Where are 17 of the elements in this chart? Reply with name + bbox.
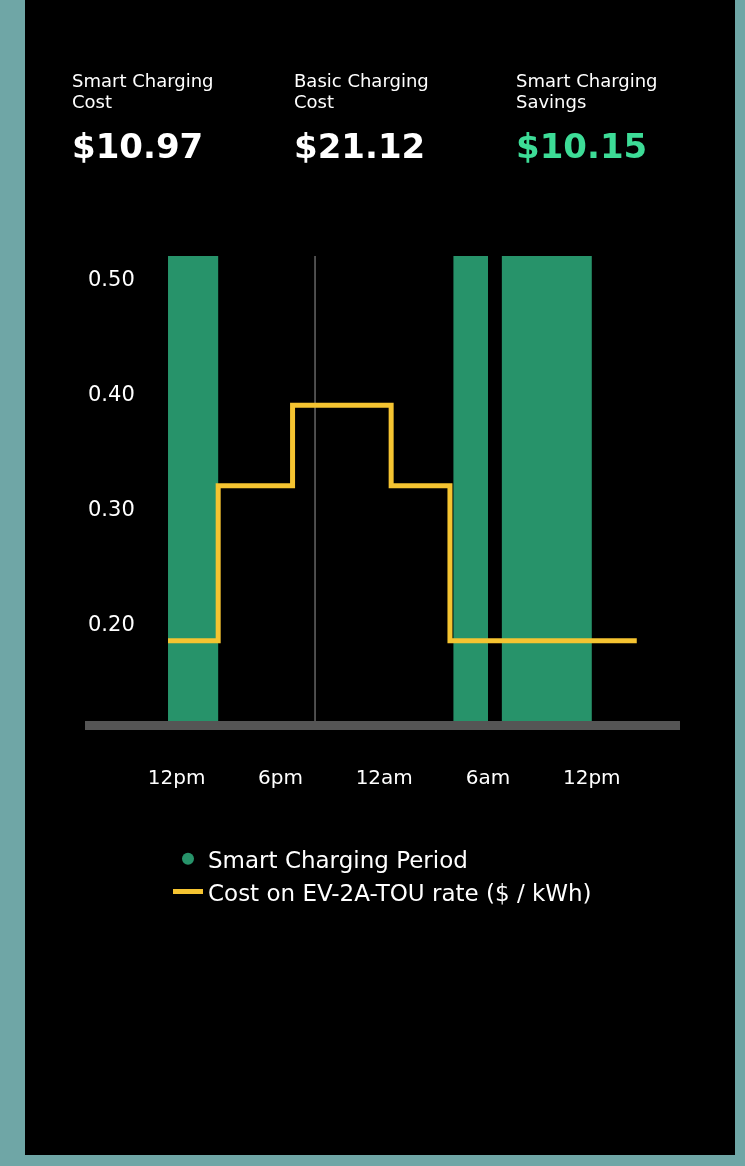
text: $21.12 xyxy=(294,126,427,166)
y-tick-label: 0.40 xyxy=(88,382,135,407)
legend-label: Cost on EV-2A-TOU rate ($ / kWh) xyxy=(208,879,592,906)
legend-label: Smart Charging Period xyxy=(208,846,468,873)
x-tick-label: 6am xyxy=(465,765,511,789)
x-tick-label: 12am xyxy=(355,765,413,789)
y-tick-label: 0.30 xyxy=(88,496,135,521)
text: Smart Charging Cost xyxy=(72,70,215,114)
text: Basic Charging Cost xyxy=(294,70,430,114)
text: Smart Charging Savings xyxy=(516,70,659,114)
text: $10.15 xyxy=(516,126,649,166)
y-tick-label: 0.50 xyxy=(88,267,135,292)
y-tick-label: 0.20 xyxy=(88,611,135,636)
x-tick-label: 6pm xyxy=(258,765,303,789)
x-tick-label: 12pm xyxy=(562,765,621,789)
x-tick-label: 12pm xyxy=(147,765,206,789)
text: $10.97 xyxy=(72,126,205,166)
